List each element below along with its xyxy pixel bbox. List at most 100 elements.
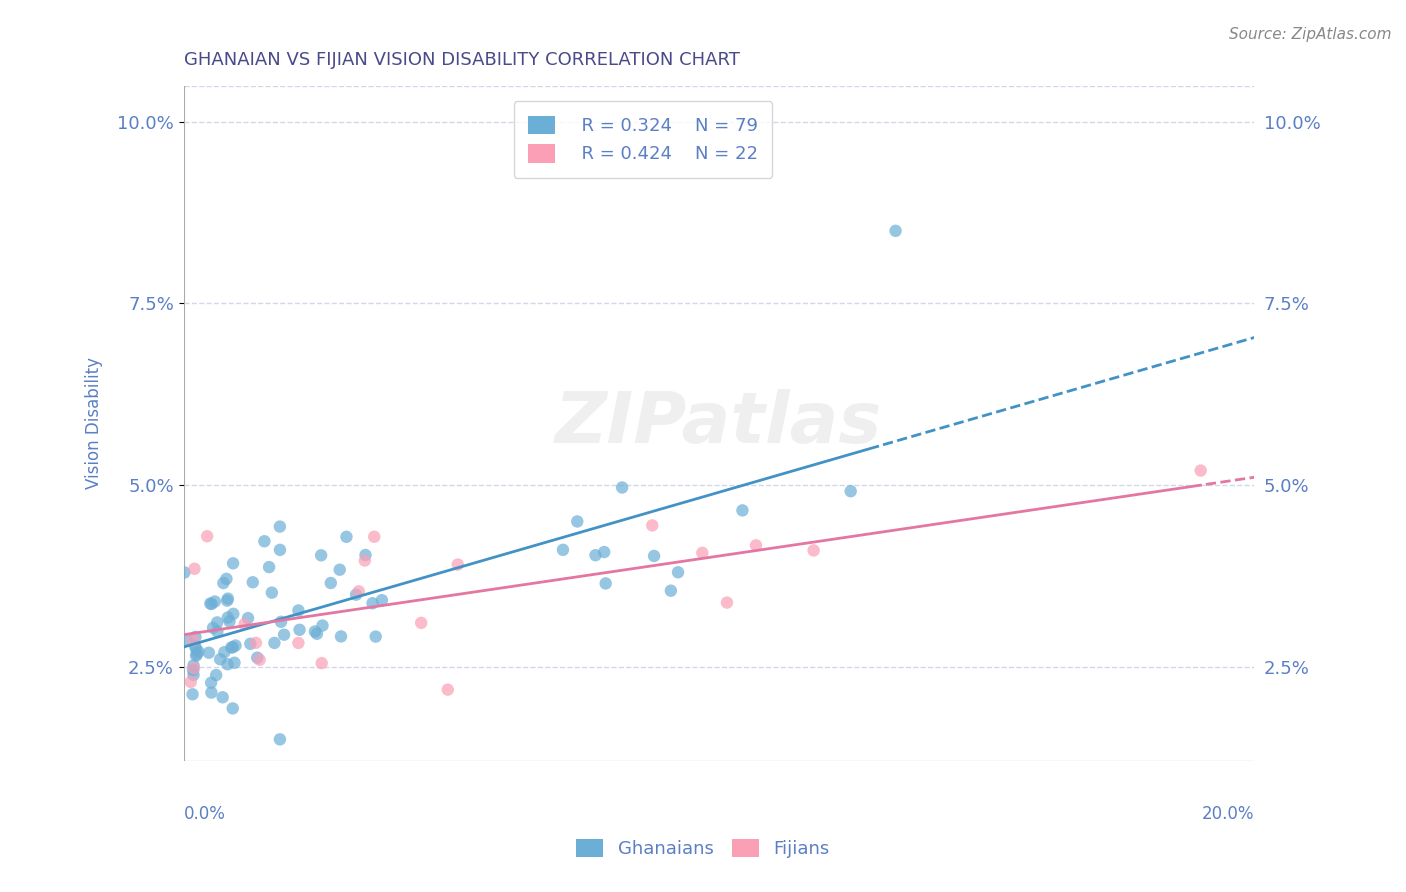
Point (204, 594, 226, 608)
Point (183, 658, 205, 673)
Point (195, 529, 218, 543)
Point (347, 584, 370, 599)
Point (593, 545, 616, 559)
Point (363, 530, 385, 544)
Point (354, 548, 377, 562)
Point (186, 647, 208, 661)
Point (200, 675, 222, 690)
Point (222, 607, 245, 621)
Point (287, 636, 309, 650)
Point (249, 653, 271, 667)
Point (273, 628, 295, 642)
Point (200, 597, 222, 611)
Point (436, 682, 458, 697)
Point (269, 542, 291, 557)
Point (246, 650, 269, 665)
Point (659, 583, 682, 598)
Point (239, 637, 262, 651)
Point (319, 576, 342, 591)
Text: Source: ZipAtlas.com: Source: ZipAtlas.com (1229, 27, 1392, 42)
Legend: Ghanaians, Fijians: Ghanaians, Fijians (569, 831, 837, 865)
Point (184, 648, 207, 663)
Point (183, 661, 205, 675)
Point (217, 657, 239, 672)
Point (212, 576, 235, 591)
Point (666, 566, 689, 580)
Point (181, 663, 204, 677)
Text: 0.0%: 0.0% (184, 805, 225, 822)
Point (839, 484, 862, 499)
Point (353, 553, 375, 567)
Point (269, 519, 291, 533)
Point (361, 596, 384, 610)
Point (184, 630, 207, 644)
Point (236, 611, 259, 625)
Point (224, 656, 246, 670)
Point (173, 566, 195, 580)
Point (215, 572, 238, 586)
Point (257, 560, 280, 574)
Point (288, 623, 311, 637)
Point (217, 610, 239, 624)
Point (309, 549, 332, 563)
Point (187, 645, 209, 659)
Point (217, 593, 239, 607)
Point (202, 621, 225, 635)
Point (180, 675, 202, 690)
Point (245, 636, 267, 650)
Point (585, 548, 607, 562)
Point (304, 624, 326, 639)
Point (643, 549, 665, 563)
Point (211, 690, 233, 705)
Point (595, 576, 617, 591)
Point (269, 732, 291, 747)
Point (184, 641, 207, 656)
Point (200, 685, 222, 699)
Point (183, 668, 205, 682)
Point (803, 543, 825, 558)
Point (551, 542, 574, 557)
Point (183, 562, 205, 576)
Point (884, 224, 907, 238)
Text: 20.0%: 20.0% (1202, 805, 1254, 822)
Point (447, 558, 470, 572)
Point (205, 615, 228, 630)
Point (716, 596, 738, 610)
Point (311, 618, 333, 632)
Point (233, 617, 256, 632)
Point (209, 652, 232, 666)
Point (731, 503, 754, 517)
Point (305, 626, 328, 640)
Y-axis label: Vision Disability: Vision Disability (86, 358, 103, 490)
Point (329, 563, 352, 577)
Text: ZIPatlas: ZIPatlas (555, 389, 883, 458)
Point (184, 639, 207, 653)
Point (263, 636, 285, 650)
Text: GHANAIAN VS FIJIAN VISION DISABILITY CORRELATION CHART: GHANAIAN VS FIJIAN VISION DISABILITY COR… (184, 51, 740, 69)
Point (198, 646, 221, 660)
Point (217, 591, 239, 606)
Point (311, 656, 333, 670)
Legend:   R = 0.324    N = 79,   R = 0.424    N = 22: R = 0.324 N = 79, R = 0.424 N = 22 (513, 102, 772, 178)
Point (218, 615, 240, 629)
Point (567, 515, 589, 529)
Point (745, 538, 768, 552)
Point (364, 630, 387, 644)
Point (411, 615, 433, 630)
Point (221, 640, 243, 655)
Point (242, 575, 264, 590)
Point (222, 640, 245, 655)
Point (335, 530, 357, 544)
Point (253, 534, 276, 549)
Point (641, 518, 664, 533)
Point (270, 615, 292, 629)
Point (205, 668, 228, 682)
Point (222, 556, 245, 570)
Point (692, 546, 714, 560)
Point (225, 639, 247, 653)
Point (207, 624, 229, 639)
Point (222, 701, 245, 715)
Point (260, 585, 283, 599)
Point (330, 629, 353, 643)
Point (200, 597, 222, 611)
